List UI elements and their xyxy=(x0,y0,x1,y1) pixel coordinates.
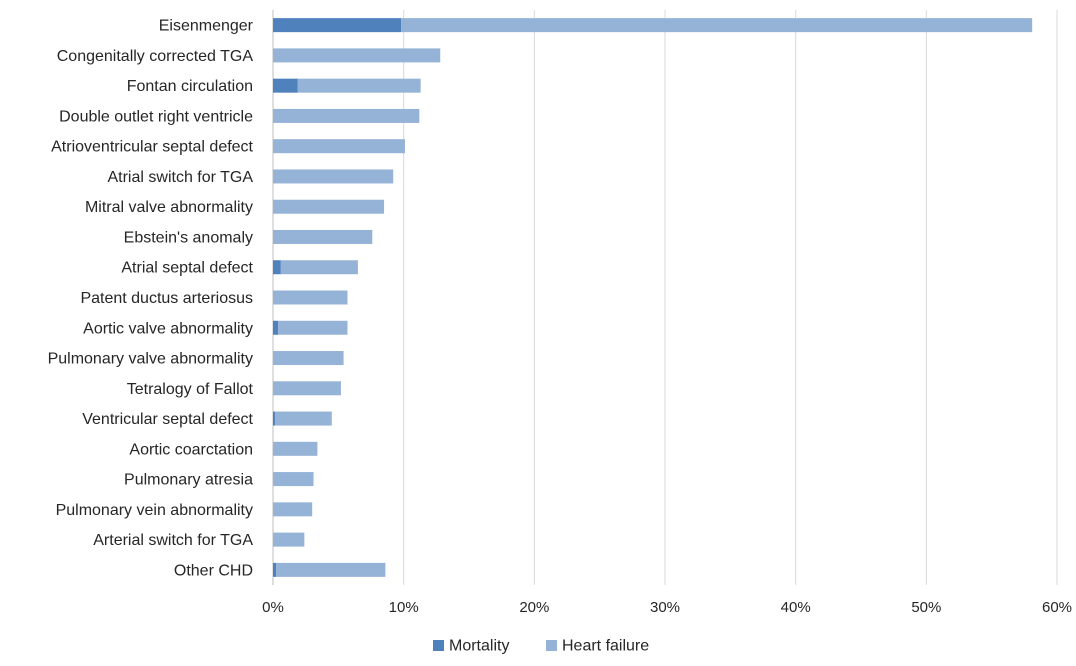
bar-heart-failure xyxy=(273,229,373,244)
bar-heart-failure xyxy=(273,199,385,214)
bar-mortality xyxy=(273,411,275,426)
x-tick-label: 10% xyxy=(389,599,419,616)
category-label: Ventricular septal defect xyxy=(82,411,253,428)
x-tick-label: 40% xyxy=(781,599,811,616)
category-label: Congenitally corrected TGA xyxy=(57,48,254,65)
bar-mortality xyxy=(273,562,277,577)
x-tick-label: 60% xyxy=(1042,599,1072,616)
category-label: Atrioventricular septal defect xyxy=(51,139,253,156)
bar-heart-failure xyxy=(273,472,314,487)
category-label: Fontan circulation xyxy=(127,78,253,95)
legend-swatch-mortality xyxy=(433,640,444,651)
category-label: Double outlet right ventricle xyxy=(59,108,253,125)
category-label: Pulmonary valve abnormality xyxy=(48,351,253,368)
bar-heart-failure xyxy=(273,532,305,547)
x-tick-label: 50% xyxy=(911,599,941,616)
category-label: Tetralogy of Fallot xyxy=(127,381,254,398)
bar-heart-failure xyxy=(273,290,348,305)
bar-heart-failure xyxy=(401,18,1033,33)
bar-mortality xyxy=(273,320,279,335)
bar-heart-failure xyxy=(273,381,341,396)
legend-label-heart-failure: Heart failure xyxy=(562,638,649,655)
legend-swatch-heart-failure xyxy=(546,640,557,651)
bar-heart-failure xyxy=(273,441,318,456)
bar-heart-failure xyxy=(273,169,394,184)
legend-label-mortality: Mortality xyxy=(449,638,509,655)
bar-heart-failure xyxy=(273,351,344,366)
category-label: Aortic coarctation xyxy=(129,441,253,458)
bar-heart-failure xyxy=(276,562,386,577)
bar-mortality xyxy=(273,260,281,275)
category-label: Pulmonary vein abnormality xyxy=(56,502,253,519)
category-label: Atrial switch for TGA xyxy=(107,169,253,186)
category-label: Other CHD xyxy=(174,562,253,579)
category-label: Eisenmenger xyxy=(159,18,254,35)
category-label: Atrial septal defect xyxy=(121,260,253,277)
category-label: Mitral valve abnormality xyxy=(85,199,253,216)
bar-heart-failure xyxy=(273,108,420,123)
bar-mortality xyxy=(273,18,402,33)
category-label: Pulmonary atresia xyxy=(124,472,253,489)
category-label: Patent ductus arteriosus xyxy=(80,290,253,307)
category-label: Arterial switch for TGA xyxy=(93,532,253,549)
bar-heart-failure xyxy=(273,502,313,517)
x-tick-label: 20% xyxy=(519,599,549,616)
x-tick-label: 0% xyxy=(262,599,284,616)
bar-heart-failure xyxy=(297,78,421,93)
x-tick-label: 30% xyxy=(650,599,680,616)
bar-heart-failure xyxy=(273,139,405,154)
bar-heart-failure xyxy=(280,260,358,275)
bar-heart-failure xyxy=(273,48,441,63)
category-label: Aortic valve abnormality xyxy=(83,320,253,337)
bar-mortality xyxy=(273,78,298,93)
bar-heart-failure xyxy=(278,320,348,335)
bar-heart-failure xyxy=(274,411,332,426)
category-label: Ebstein's anomaly xyxy=(124,229,253,246)
